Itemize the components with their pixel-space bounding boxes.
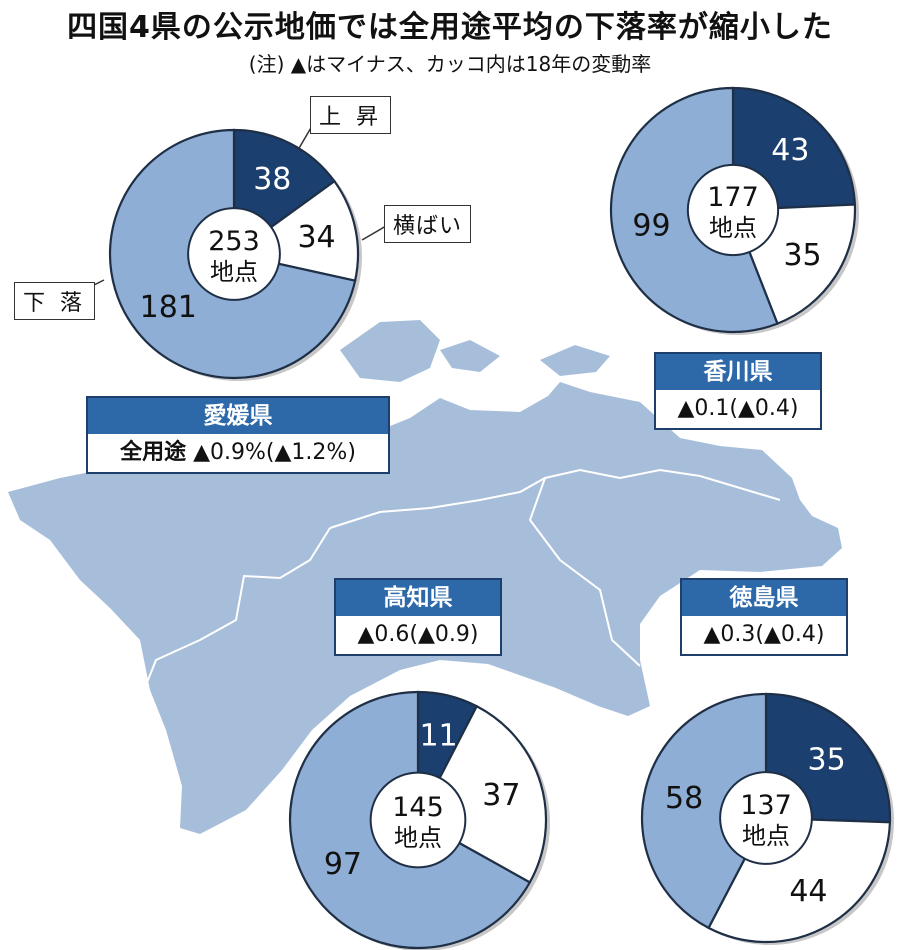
- label-tokushima-name: 徳島県: [682, 580, 846, 616]
- data-label-fall: 58: [665, 781, 703, 816]
- label-kagawa-name: 香川県: [656, 354, 820, 390]
- legend-flat: 横ばい: [384, 205, 472, 243]
- label-kagawa: 香川県 ▲0.1(▲0.4): [654, 352, 822, 430]
- label-ehime-value: ▲0.9%(▲1.2%): [193, 440, 356, 465]
- pie-unit: 地点: [709, 214, 757, 242]
- prefecture-border: [528, 477, 641, 667]
- pie-center: [187, 207, 281, 301]
- pie-total: 145: [392, 792, 444, 823]
- data-label-rise: 38: [253, 162, 291, 197]
- data-label-flat: 44: [789, 874, 827, 909]
- label-ehime-change: 全用途 ▲0.9%(▲1.2%): [88, 434, 388, 472]
- pie-unit: 地点: [210, 258, 258, 286]
- callout-pointer-rise: [297, 125, 313, 151]
- label-tokushima-change: ▲0.3(▲0.4): [703, 622, 825, 647]
- data-label-rise: 35: [808, 742, 846, 777]
- pie-slice-fall: [640, 692, 768, 930]
- chart-title: 四国4県の公示地価では全用途平均の下落率が縮小した: [67, 10, 833, 45]
- legend-fall: 下 落: [14, 282, 95, 320]
- label-kochi-change: ▲0.6(▲0.9): [357, 622, 479, 647]
- data-label-rise: 11: [419, 718, 457, 753]
- data-label-flat: 35: [783, 238, 821, 273]
- label-ehime: 愛媛県 全用途 ▲0.9%(▲1.2%): [86, 396, 390, 474]
- pie-unit: 地点: [742, 822, 790, 850]
- island: [440, 340, 500, 372]
- label-ehime-name: 愛媛県: [88, 398, 388, 434]
- pie-total: 137: [740, 790, 792, 821]
- label-kagawa-change: ▲0.1(▲0.4): [677, 396, 799, 421]
- label-ehime-prefix: 全用途: [120, 440, 187, 465]
- pie-unit: 地点: [394, 824, 442, 852]
- data-label-flat: 37: [482, 778, 520, 813]
- label-kochi-name: 高知県: [336, 580, 500, 616]
- label-kochi: 高知県 ▲0.6(▲0.9): [334, 578, 502, 656]
- prefecture-border: [139, 527, 331, 701]
- data-label-flat: 34: [297, 220, 335, 255]
- pie-slice-flat: [416, 704, 548, 884]
- island: [540, 345, 610, 376]
- pie-total: 253: [208, 226, 260, 257]
- callout-pointer-flat: [361, 225, 387, 241]
- prefecture-border: [329, 468, 781, 529]
- label-tokushima: 徳島県 ▲0.3(▲0.4): [680, 578, 848, 656]
- pie-center: [719, 771, 813, 865]
- data-label-fall: 181: [140, 290, 197, 325]
- data-label-fall: 97: [324, 847, 362, 882]
- chart-note: (注) ▲はマイナス、カッコ内は18年の変動率: [248, 52, 652, 76]
- pie-center: [686, 163, 780, 257]
- legend-rise: 上 昇: [310, 96, 391, 134]
- island: [340, 320, 440, 382]
- data-label-fall: 99: [632, 208, 670, 243]
- pie-center: [369, 771, 467, 869]
- pie-total: 177: [707, 182, 759, 213]
- data-label-rise: 43: [771, 133, 809, 168]
